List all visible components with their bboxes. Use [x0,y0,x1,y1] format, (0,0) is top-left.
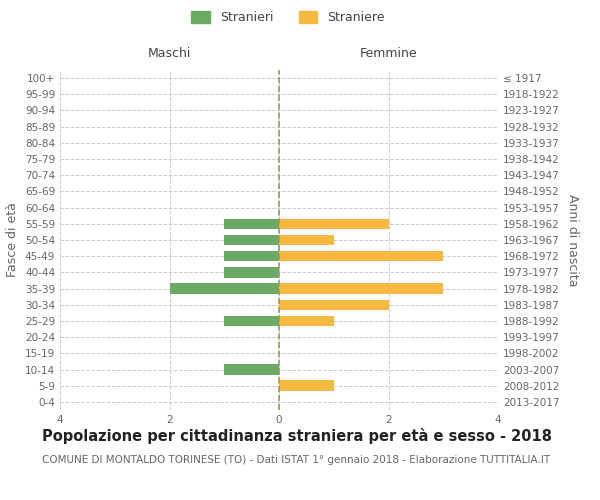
Bar [224,218,279,229]
Bar [224,267,279,278]
Bar [279,300,389,310]
Y-axis label: Fasce di età: Fasce di età [7,202,19,278]
Bar [279,284,443,294]
Legend: Stranieri, Straniere: Stranieri, Straniere [191,11,385,24]
Text: Femmine: Femmine [359,47,418,60]
Bar [224,251,279,262]
Bar [279,251,443,262]
Bar [279,316,334,326]
Bar [224,364,279,375]
Text: Maschi: Maschi [148,47,191,60]
Text: COMUNE DI MONTALDO TORINESE (TO) - Dati ISTAT 1° gennaio 2018 - Elaborazione TUT: COMUNE DI MONTALDO TORINESE (TO) - Dati … [42,455,550,465]
Bar [279,380,334,391]
Bar [224,234,279,246]
Bar [224,316,279,326]
Y-axis label: Anni di nascita: Anni di nascita [566,194,579,286]
Bar [170,284,279,294]
Text: Popolazione per cittadinanza straniera per età e sesso - 2018: Popolazione per cittadinanza straniera p… [42,428,552,444]
Bar [279,234,334,246]
Bar [279,218,389,229]
